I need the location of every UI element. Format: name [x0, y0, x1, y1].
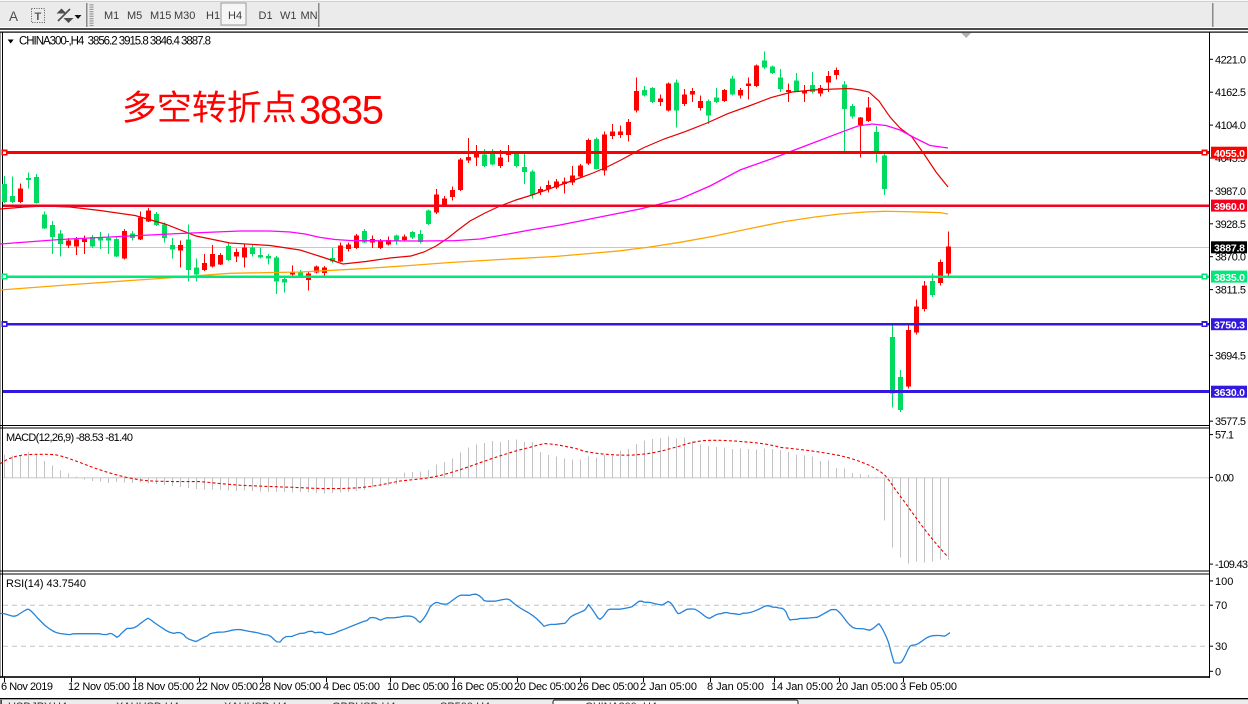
svg-text:12 Nov 05:00: 12 Nov 05:00: [68, 681, 130, 693]
svg-text:14 Jan 05:00: 14 Jan 05:00: [771, 681, 833, 693]
svg-text:3694.5: 3694.5: [1215, 350, 1246, 362]
svg-text:W1: W1: [280, 10, 297, 22]
svg-text:D1: D1: [259, 10, 273, 22]
svg-text:XAUUSD,H4: XAUUSD,H4: [116, 701, 179, 704]
svg-text:4 Dec 05:00: 4 Dec 05:00: [323, 681, 380, 693]
svg-text:T: T: [35, 11, 42, 23]
svg-text:3 Feb 05:00: 3 Feb 05:00: [900, 681, 957, 693]
svg-text:2 Jan 05:00: 2 Jan 05:00: [640, 681, 697, 693]
svg-text:3577.5: 3577.5: [1215, 416, 1246, 428]
svg-text:CHINA300-,H4 3856.2 3915.8 38: CHINA300-,H4 3856.2 3915.8 3846.4 3887.8: [19, 36, 211, 48]
svg-text:3811.5: 3811.5: [1215, 285, 1246, 297]
svg-text:100: 100: [1215, 576, 1233, 588]
svg-text:20 Dec 05:00: 20 Dec 05:00: [514, 681, 576, 693]
svg-text:8 Jan 05:00: 8 Jan 05:00: [707, 681, 764, 693]
svg-text:3887.8: 3887.8: [1214, 243, 1245, 255]
svg-text:H4: H4: [228, 10, 242, 22]
svg-text:16 Dec 05:00: 16 Dec 05:00: [451, 681, 513, 693]
svg-text:70: 70: [1215, 600, 1227, 612]
svg-text:H1: H1: [206, 10, 220, 22]
svg-text:6 Nov 2019: 6 Nov 2019: [1, 681, 53, 693]
svg-text:3835: 3835: [299, 88, 384, 132]
svg-text:22 Nov 05:00: 22 Nov 05:00: [196, 681, 258, 693]
svg-text:3960.0: 3960.0: [1214, 201, 1245, 213]
svg-text:GBPUSD,H4: GBPUSD,H4: [332, 701, 396, 704]
svg-text:3630.0: 3630.0: [1214, 387, 1245, 399]
svg-text:3928.5: 3928.5: [1215, 219, 1246, 231]
svg-text:-109.43: -109.43: [1215, 559, 1248, 571]
svg-text:A: A: [9, 9, 18, 24]
svg-text:M1: M1: [104, 10, 119, 22]
svg-text:3835.0: 3835.0: [1214, 272, 1245, 284]
svg-text:4104.0: 4104.0: [1215, 120, 1246, 132]
svg-text:MACD(12,26,9) -88.53 -81.40: MACD(12,26,9) -88.53 -81.40: [6, 432, 133, 444]
svg-text:4055.0: 4055.0: [1214, 148, 1245, 160]
svg-text:10 Dec 05:00: 10 Dec 05:00: [387, 681, 449, 693]
svg-text:M5: M5: [127, 10, 142, 22]
svg-text:XAUUSD,H4: XAUUSD,H4: [224, 701, 287, 704]
svg-text:SP500,H4: SP500,H4: [440, 701, 490, 704]
svg-text:RSI(14) 43.7540: RSI(14) 43.7540: [6, 578, 86, 590]
svg-text:M30: M30: [174, 10, 195, 22]
svg-text:0: 0: [1215, 666, 1221, 678]
svg-text:0.00: 0.00: [1215, 472, 1234, 484]
svg-text:3987.0: 3987.0: [1215, 186, 1246, 198]
svg-text:4221.0: 4221.0: [1215, 54, 1246, 66]
svg-text:M15: M15: [150, 10, 171, 22]
svg-text:3870.0: 3870.0: [1215, 252, 1246, 264]
svg-text:20 Jan 05:00: 20 Jan 05:00: [836, 681, 898, 693]
svg-text:MN: MN: [301, 10, 318, 22]
svg-text:57.1: 57.1: [1215, 430, 1234, 442]
svg-text:28 Nov 05:00: 28 Nov 05:00: [259, 681, 321, 693]
svg-text:30: 30: [1215, 641, 1227, 653]
svg-text:CHINA300-,H4: CHINA300-,H4: [585, 701, 657, 704]
svg-text:4162.5: 4162.5: [1215, 87, 1246, 99]
svg-text:26 Dec 05:00: 26 Dec 05:00: [577, 681, 639, 693]
svg-text:3750.3: 3750.3: [1214, 319, 1245, 331]
svg-text:18 Nov 05:00: 18 Nov 05:00: [132, 681, 194, 693]
svg-text:USDJPY,H4: USDJPY,H4: [8, 701, 67, 704]
